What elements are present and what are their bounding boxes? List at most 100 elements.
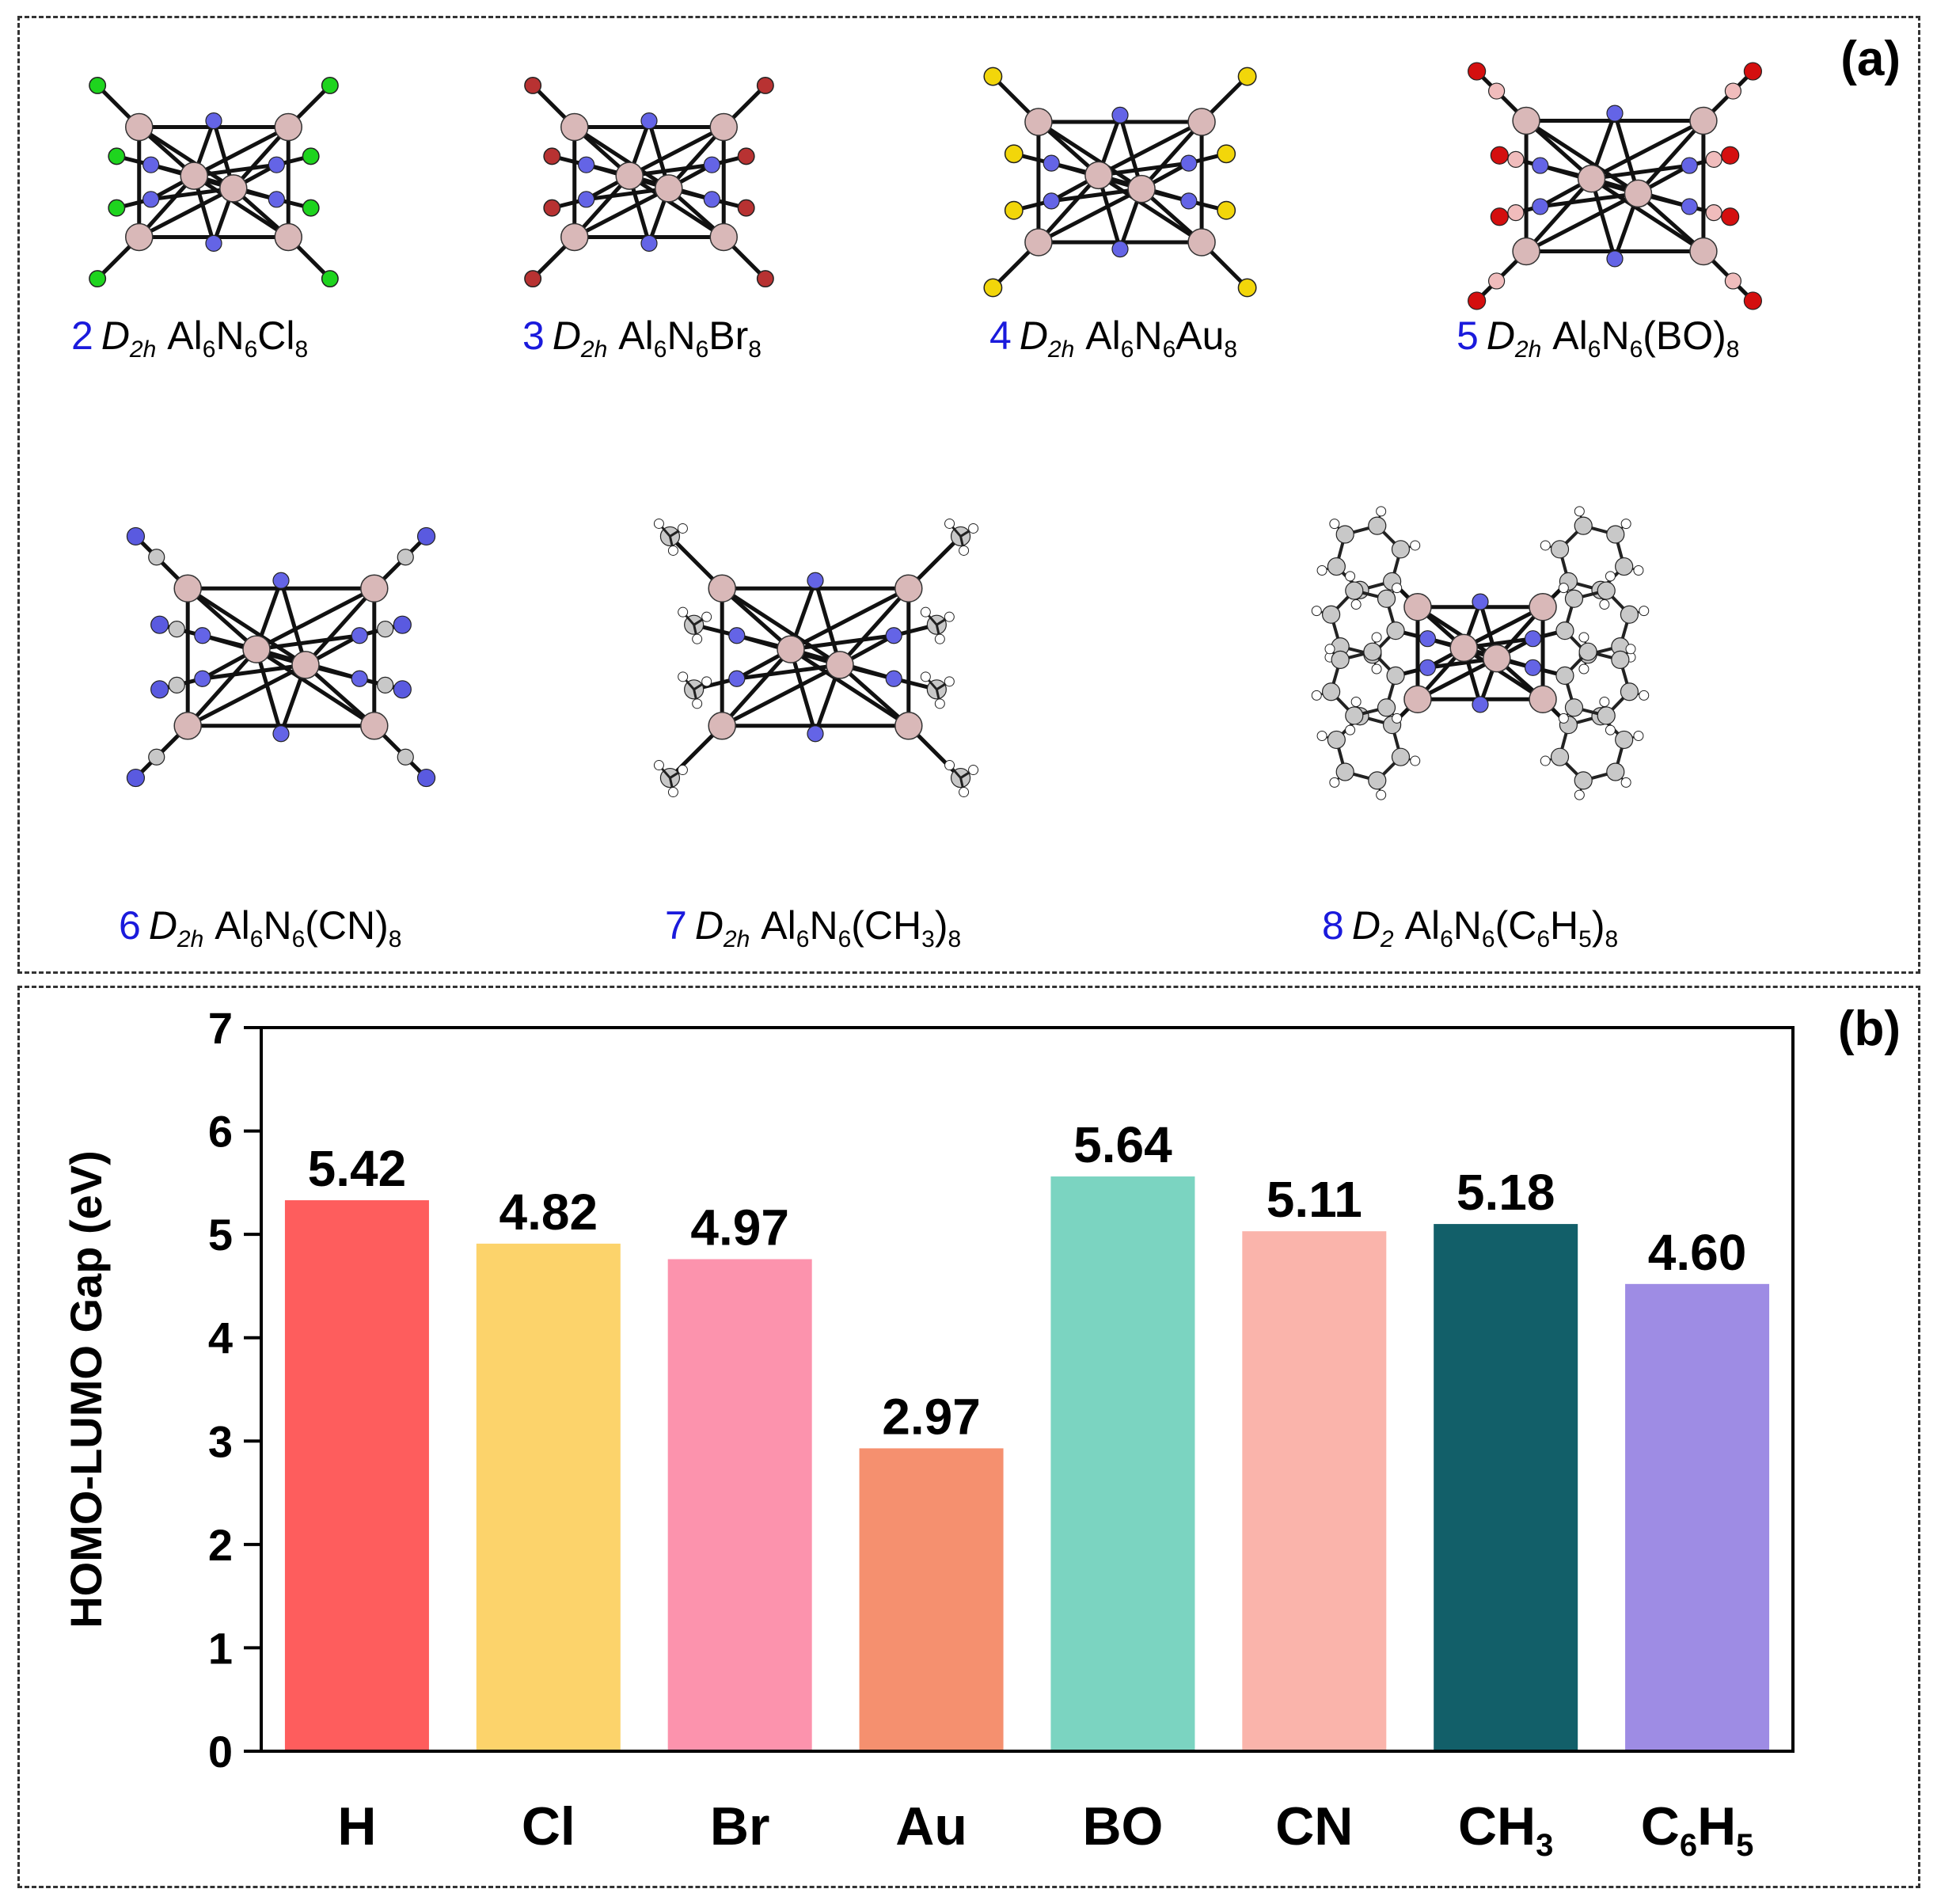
core-atoms (1512, 105, 1718, 268)
molecule-structure-8 (1203, 404, 1757, 903)
aluminum-atom (1512, 106, 1540, 135)
ligand-atom (1507, 150, 1525, 168)
point-group: D2h (552, 314, 608, 363)
subscript: 6 (1680, 1828, 1697, 1863)
nitrogen-atom (1472, 593, 1489, 610)
aluminum-atom (219, 174, 248, 203)
bar (1050, 1176, 1195, 1750)
ligand-atom (1743, 62, 1762, 81)
bond (1416, 605, 1498, 660)
ligand-atom (524, 76, 542, 94)
hydrogen-atom (1376, 506, 1387, 517)
formula: Al6N6Cl8 (167, 314, 309, 363)
bond (1636, 119, 1705, 196)
hydrogen-atom (944, 760, 955, 771)
point-group: D2h (694, 903, 750, 952)
hydrogen-atom (944, 611, 955, 622)
ligand-atom (126, 768, 146, 788)
ligand-atom (148, 549, 165, 566)
x-tick-label: CN (1275, 1796, 1353, 1856)
ligand-atom (302, 199, 320, 217)
ligand-atom (89, 270, 107, 288)
carbon-atom (1615, 730, 1634, 750)
hydrogen-atom (677, 765, 688, 776)
bond (1590, 119, 1705, 181)
x-tick-label: H (337, 1796, 376, 1856)
core-atoms (125, 112, 302, 252)
bond (256, 633, 360, 652)
bond (813, 580, 842, 666)
ligands (89, 76, 339, 288)
hydrogen-atom (1605, 571, 1616, 582)
nitrogen-atom (268, 156, 285, 173)
hydrogen-atom (1371, 632, 1382, 643)
point-group: D2h (1486, 314, 1542, 363)
carbon-atom (1574, 771, 1593, 790)
molecule-caption-5: 5 D2h Al6N6(BO)8 (1457, 313, 1739, 363)
hydrogen-atom (944, 518, 955, 529)
carbon-atom (1368, 516, 1387, 535)
formula: Al6N6Br8 (618, 314, 762, 363)
hydrogen-atom (1578, 663, 1589, 675)
carbon-atom (1597, 706, 1616, 725)
carbon-atom (1391, 540, 1411, 559)
nitrogen-atom (351, 627, 368, 644)
nitrogen-atom (1419, 659, 1437, 676)
bar-value-label: 5.64 (1073, 1116, 1172, 1173)
molecule-structure-2 (79, 55, 348, 309)
panel-b-frame: (b) (17, 986, 1920, 1888)
hydrogen-atom (934, 698, 945, 709)
aluminum-atom (360, 574, 389, 602)
carbon-atom (1550, 540, 1570, 559)
bar-value-label: 4.97 (690, 1199, 789, 1256)
ligand-atom (756, 270, 774, 288)
panel-a-label: (a) (1840, 32, 1901, 86)
bond (720, 587, 792, 651)
carbon-atom (1331, 650, 1350, 669)
subscript: 3 (1536, 1828, 1553, 1863)
hydrogen-atom (1639, 606, 1650, 617)
formula: Al6N6Au8 (1085, 314, 1238, 363)
ligands (126, 526, 436, 788)
point-group: D2h (101, 314, 157, 363)
ligand-atom (543, 199, 561, 217)
bond (628, 173, 725, 239)
point-group: D2h (148, 903, 204, 952)
x-tick-label: C6H5 (1641, 1796, 1754, 1863)
ligand-atom (1488, 82, 1506, 100)
hydrogen-atom (692, 698, 703, 709)
ligand-atom (108, 147, 126, 165)
aluminum-atom (1689, 106, 1718, 135)
aluminum-atom (655, 174, 683, 203)
nitrogen-atom (640, 234, 658, 252)
x-tick-label: Cl (522, 1796, 575, 1856)
hydrogen-atom (667, 545, 678, 556)
nitrogen-atom (1419, 630, 1437, 648)
hydrogen-atom (1410, 540, 1421, 551)
aluminum-atom (560, 222, 589, 252)
hydrogen-atom (1599, 599, 1610, 610)
carbon-atom (1363, 642, 1382, 661)
nitrogen-atom (1043, 192, 1060, 210)
bar (1625, 1283, 1770, 1750)
molecule-structure-3 (515, 55, 784, 309)
point-group: D2 (1351, 903, 1394, 952)
hydrogen-atom (701, 611, 712, 622)
ligand-atom (108, 199, 126, 217)
ligand-atom (1705, 150, 1722, 168)
carbon-atom (1611, 650, 1630, 669)
bond (254, 648, 283, 735)
bond (1416, 656, 1498, 701)
ligand-atom (393, 615, 412, 634)
bond (186, 587, 258, 651)
molecule-structure-6 (111, 499, 451, 815)
carbon-atom (1377, 698, 1396, 717)
aluminum-atom (1689, 237, 1718, 266)
carbon-atom (1386, 621, 1405, 640)
bond (838, 587, 910, 667)
compound-number: 7 (665, 903, 687, 948)
hydrogen-atom (1311, 606, 1322, 617)
ligand-atom (416, 768, 436, 788)
carbon-atom (1555, 666, 1574, 685)
